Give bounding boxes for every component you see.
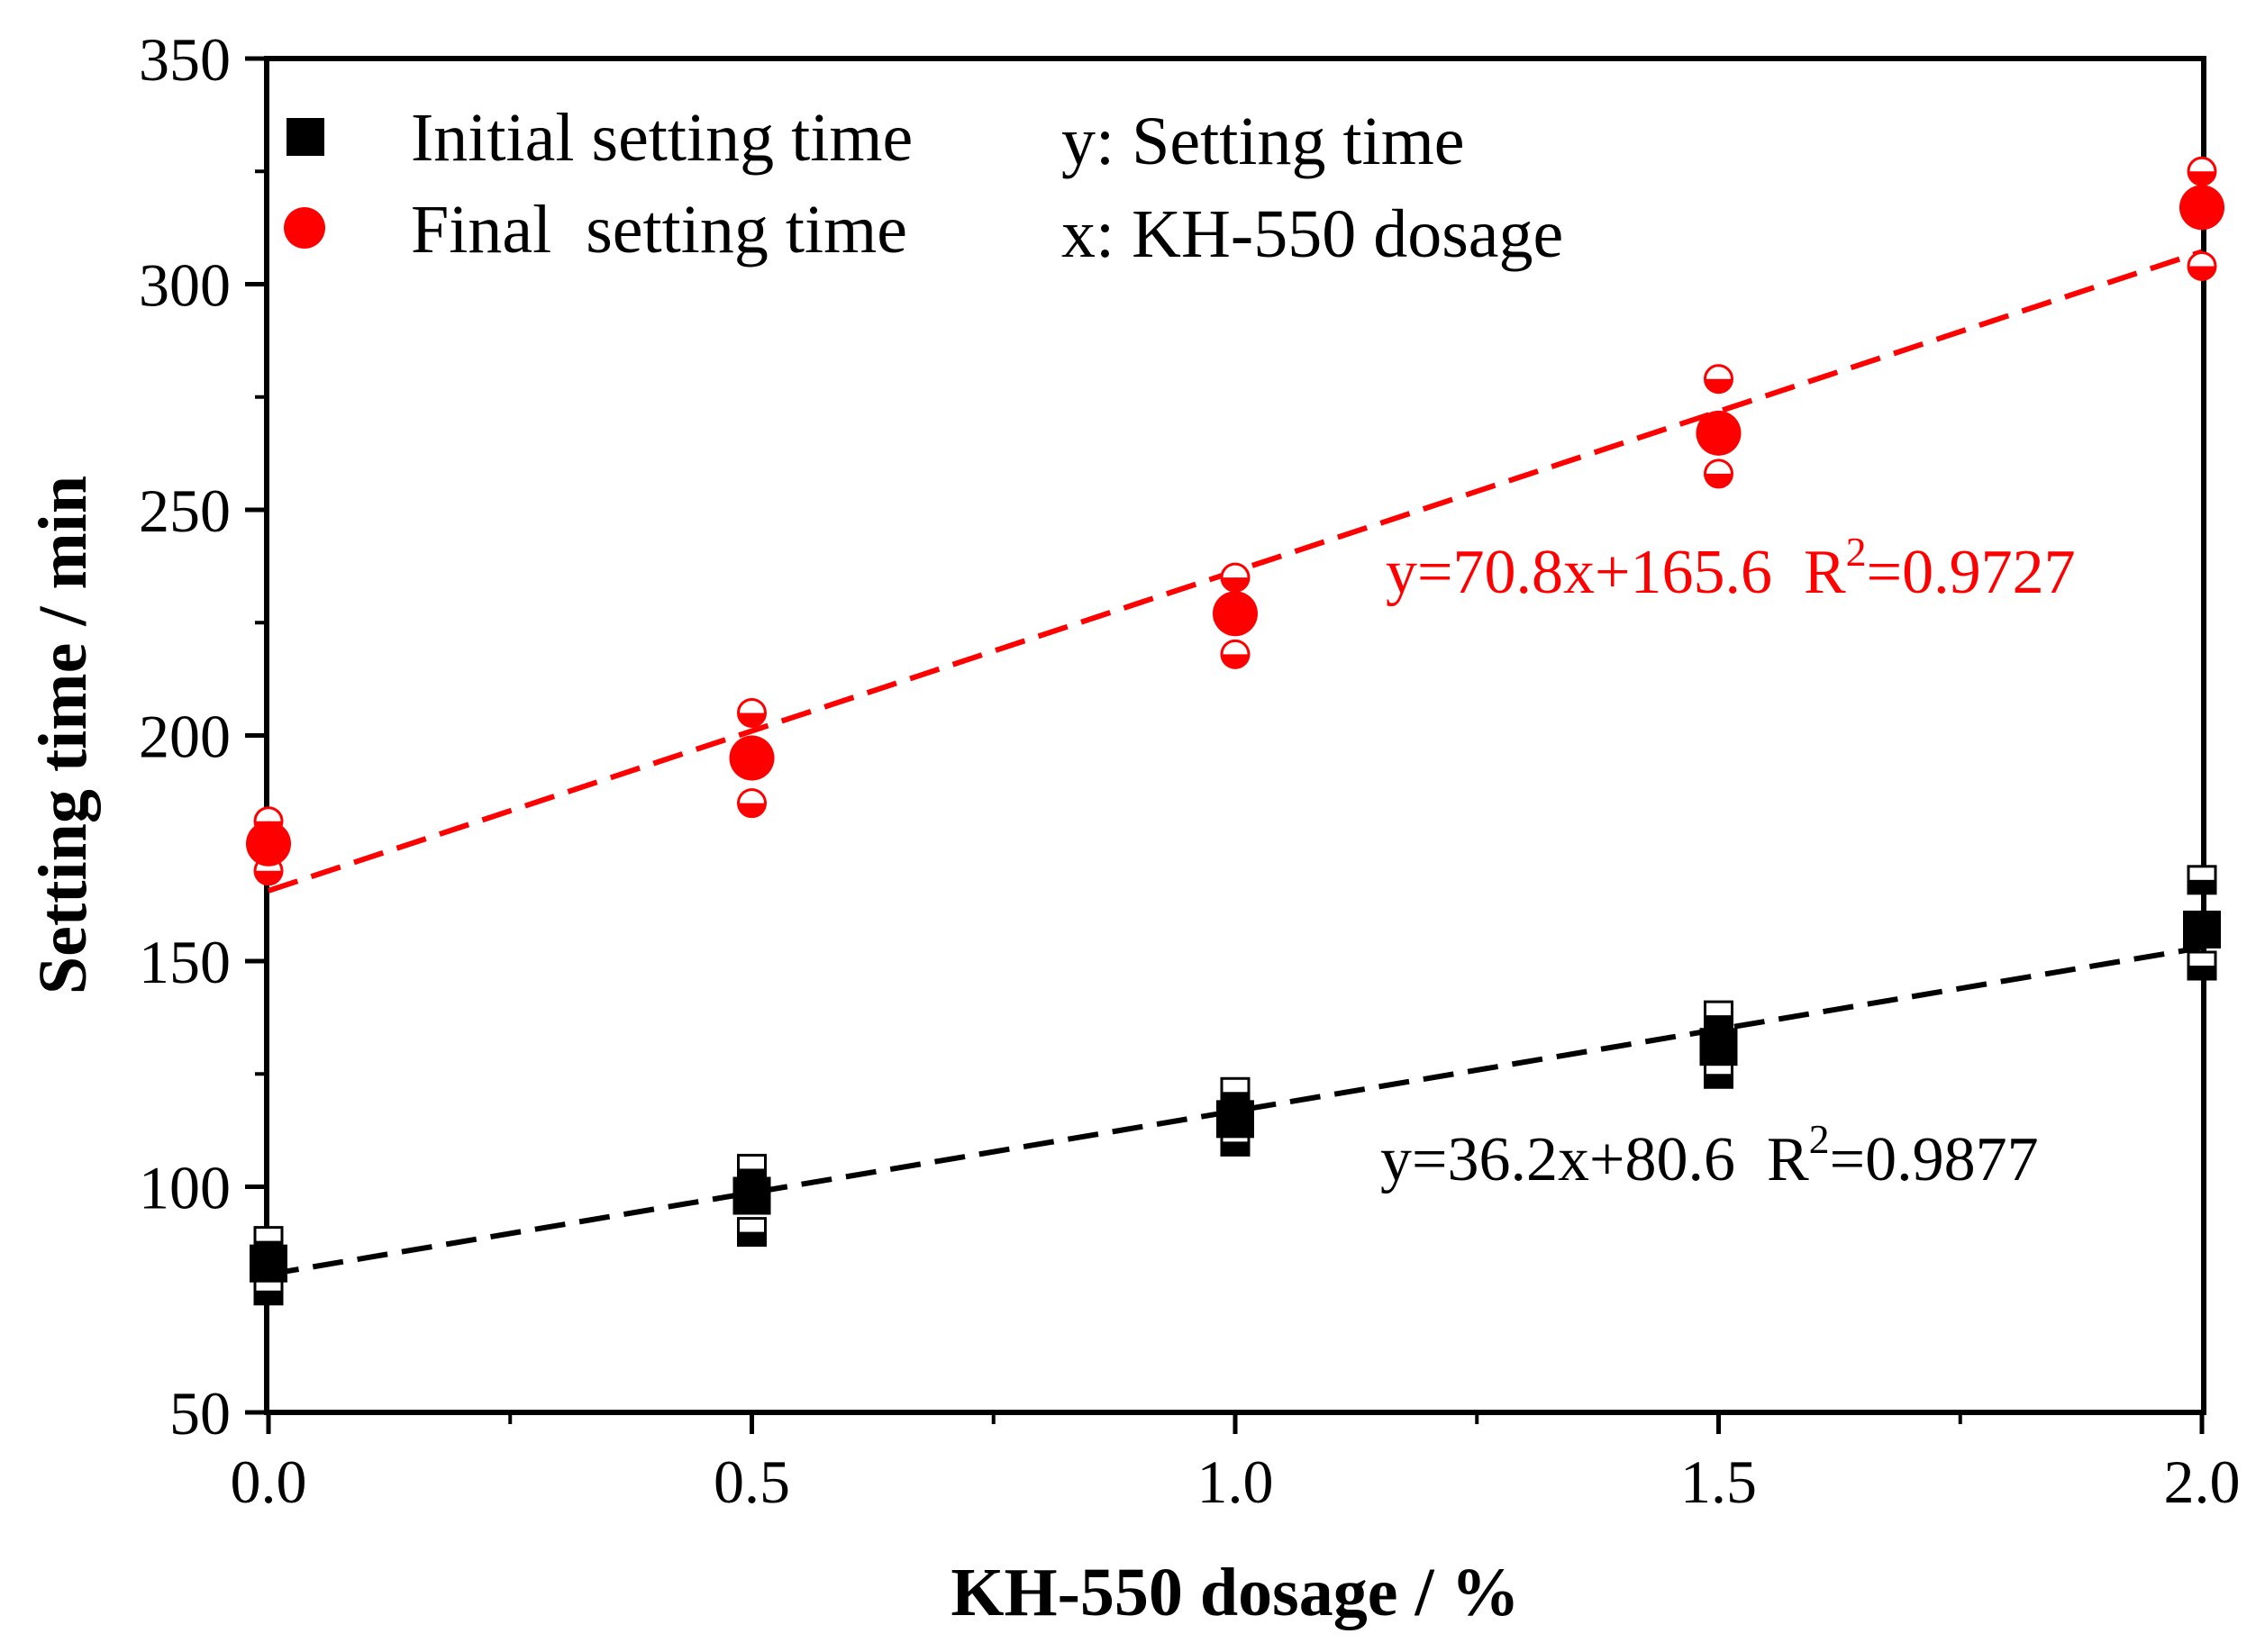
legend-x-note: x: KH-550 dosage — [1061, 196, 1563, 272]
initial-min-marker-fill — [1705, 1074, 1733, 1088]
initial-eq-sup: 2 — [1809, 1116, 1830, 1162]
x-tick-label: 1.0 — [1197, 1448, 1274, 1516]
y-tick-label: 100 — [139, 1154, 231, 1222]
initial-min-marker-fill — [1222, 1141, 1249, 1156]
initial-min-marker-fill — [255, 1290, 282, 1304]
legend-final-circle-icon — [284, 207, 325, 249]
y-tick-label: 300 — [139, 251, 231, 320]
axis-ticks: 50 100 150 200 250 300 350 0.0 0.5 1.0 1.5 2.0 — [139, 25, 2241, 1516]
legend: Initial setting time Final setting time … — [284, 100, 1563, 272]
final-eq-suffix: =0.9727 — [1867, 538, 2076, 607]
initial-fit-line — [268, 945, 2203, 1277]
initial-eq-suffix: =0.9877 — [1830, 1125, 2039, 1194]
x-axis-title: KH-550 dosage / % — [951, 1555, 1519, 1630]
final-min-marker-fill — [1222, 654, 1249, 668]
y-tick-label: 200 — [139, 703, 231, 771]
initial-mean-point — [1216, 1100, 1254, 1139]
x-tick-label: 0.5 — [714, 1448, 790, 1516]
data-markers — [246, 156, 2224, 1306]
final-min-marker-fill — [255, 870, 282, 885]
final-min-marker-fill — [1705, 473, 1733, 487]
initial-min-marker-fill — [2188, 966, 2215, 980]
final-max-marker-fill — [738, 713, 766, 727]
final-max-marker-fill — [1705, 378, 1733, 393]
final-mean-point — [2179, 185, 2224, 231]
x-tick-label: 0.0 — [231, 1448, 307, 1516]
initial-eq-prefix: y=36.2x+80.6 R — [1380, 1125, 1809, 1194]
initial-mean-point — [1699, 1028, 1738, 1067]
legend-final-label: Final setting time — [411, 192, 907, 268]
final-eq-sup: 2 — [1846, 529, 1867, 575]
initial-max-marker-fill — [1705, 1015, 1733, 1030]
final-mean-point — [1696, 410, 1742, 456]
x-tick-label: 2.0 — [2164, 1448, 2241, 1516]
final-max-marker-fill — [1222, 577, 1249, 592]
initial-mean-point — [732, 1176, 771, 1215]
final-fit-equation: y=70.8x+165.6 R2=0.9727 — [1386, 529, 2076, 607]
y-axis-title: Setting time / min — [25, 476, 101, 994]
final-mean-point — [246, 821, 291, 867]
initial-mean-point — [250, 1244, 287, 1283]
final-min-marker-fill — [2188, 266, 2215, 280]
y-tick-label: 250 — [139, 477, 231, 545]
y-tick-label: 50 — [169, 1379, 231, 1448]
y-tick-label: 350 — [139, 25, 231, 94]
final-eq-prefix: y=70.8x+165.6 R — [1386, 538, 1846, 607]
initial-mean-point — [2183, 910, 2221, 949]
legend-initial-square-icon — [287, 118, 324, 156]
y-tick-label: 150 — [139, 928, 231, 996]
final-max-marker-fill — [2188, 171, 2215, 186]
final-mean-point — [729, 735, 775, 781]
initial-min-marker-fill — [738, 1231, 766, 1246]
final-min-marker-fill — [738, 803, 766, 817]
initial-fit-equation: y=36.2x+80.6 R2=0.9877 — [1380, 1116, 2039, 1194]
x-tick-label: 1.5 — [1680, 1448, 1757, 1516]
initial-max-marker-fill — [2188, 879, 2215, 894]
final-mean-point — [1213, 591, 1258, 637]
legend-initial-label: Initial setting time — [411, 100, 913, 176]
legend-y-note: y: Setting time — [1061, 104, 1465, 179]
